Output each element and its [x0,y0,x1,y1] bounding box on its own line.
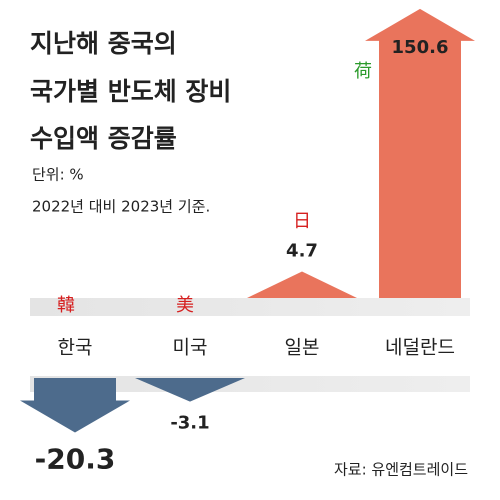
subtitle: 단위: % [32,166,84,184]
chart-title: 지난해 중국의 [30,29,177,58]
baseline-band [30,298,470,316]
arrow-bar [135,378,245,402]
arrow-bar [365,8,475,298]
chart-title: 국가별 반도체 장비 [30,77,231,106]
arrow-bar [20,378,130,433]
value-label: 150.6 [392,37,449,58]
chart-title: 수입액 증감률 [30,124,177,153]
hanja-label: 美 [176,295,194,316]
category-label: 일본 [285,337,320,359]
category-label: 미국 [173,337,208,359]
hanja-label: 日 [293,211,311,232]
source: 자료: 유엔컴트레이드 [334,461,468,479]
category-label: 한국 [58,337,93,359]
hanja-label: 荷 [354,61,372,82]
value-label: -20.3 [35,443,116,476]
arrow-bar [247,271,357,298]
subtitle: 2022년 대비 2023년 기준. [32,198,210,216]
value-label: 4.7 [286,241,318,262]
hanja-label: 韓 [57,295,75,316]
category-label: 네덜란드 [385,337,455,359]
value-label: -3.1 [170,413,209,434]
